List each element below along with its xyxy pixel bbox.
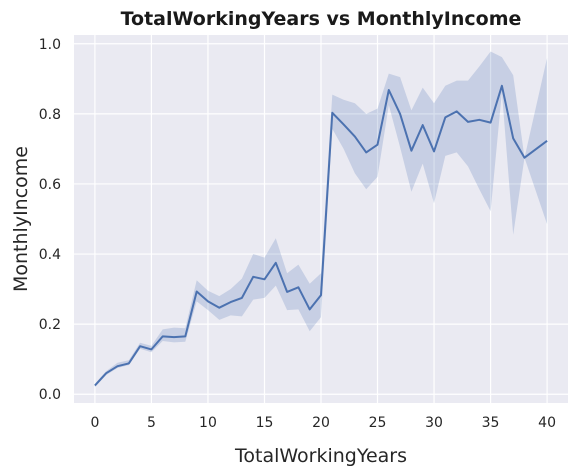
series-line bbox=[94, 84, 548, 387]
y-tick-label: 0.2 bbox=[39, 317, 61, 333]
y-tick-labels: 0.0 0.2 0.4 0.6 0.8 1.0 bbox=[39, 37, 61, 403]
x-tick-label: 5 bbox=[147, 415, 156, 431]
x-tick-labels: 0 5 10 15 20 25 30 35 40 bbox=[90, 415, 556, 431]
y-tick-label: 0.6 bbox=[39, 177, 61, 193]
x-tick-label: 10 bbox=[199, 415, 217, 431]
x-tick-label: 30 bbox=[425, 415, 443, 431]
x-tick-label: 15 bbox=[256, 415, 274, 431]
y-tick-label: 0.8 bbox=[39, 107, 61, 123]
y-axis-label: MonthlyIncome bbox=[10, 146, 32, 292]
x-tick-label: 35 bbox=[482, 415, 500, 431]
x-tick-label: 0 bbox=[90, 415, 99, 431]
series-line-group bbox=[94, 84, 548, 387]
grid bbox=[74, 35, 568, 403]
chart-title: TotalWorkingYears vs MonthlyIncome bbox=[121, 8, 522, 30]
y-tick-label: 0.0 bbox=[39, 387, 61, 403]
x-tick-label: 40 bbox=[538, 415, 556, 431]
y-tick-label: 0.4 bbox=[39, 247, 61, 263]
x-axis-label: TotalWorkingYears bbox=[234, 445, 407, 467]
x-tick-label: 25 bbox=[369, 415, 387, 431]
confidence-band bbox=[94, 51, 548, 388]
confidence-band-area bbox=[94, 51, 548, 388]
y-tick-label: 1.0 bbox=[39, 37, 61, 53]
x-tick-label: 20 bbox=[312, 415, 330, 431]
